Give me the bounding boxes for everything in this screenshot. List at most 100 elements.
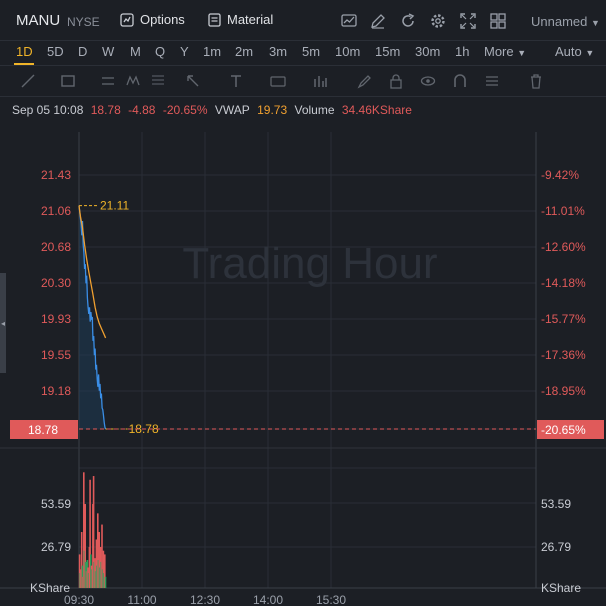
y-tick-right: -14.18% [541, 276, 586, 290]
x-tick: 12:30 [190, 593, 220, 606]
period-selector: 1D 5D D W M Q Y 1m 2m 3m 5m 10m 15m 30m … [0, 41, 606, 65]
chart-watermark: Trading Hour [182, 239, 437, 288]
drawing-toolbar [0, 66, 606, 96]
period-3m[interactable]: 3m [269, 44, 288, 59]
y-tick-right: -18.95% [541, 384, 586, 398]
fibonacci-icon[interactable] [150, 73, 166, 89]
more-periods-dropdown[interactable]: More ▼ [484, 44, 526, 59]
volume-bar [84, 504, 86, 588]
period-30m[interactable]: 30m [415, 44, 441, 59]
rectangle-tool-icon[interactable] [60, 73, 76, 89]
y-tick-right: -11.01% [541, 204, 585, 218]
divider [0, 40, 606, 41]
options-icon [120, 12, 134, 27]
lock-icon[interactable] [388, 73, 404, 89]
period-1h[interactable]: 1h [455, 44, 470, 59]
period-w[interactable]: W [102, 44, 115, 59]
vwap-label: VWAP [214, 103, 250, 117]
more-label: More [484, 44, 514, 59]
text-tool-icon[interactable] [228, 73, 244, 89]
high-marker-label: 21.11 [100, 199, 129, 213]
indicator-chart-icon[interactable] [340, 12, 358, 30]
volume-tick-right: 53.59 [541, 497, 571, 511]
eye-icon[interactable] [420, 73, 436, 89]
period-5d[interactable]: 5D [47, 44, 64, 59]
chevron-down-icon: ▼ [517, 48, 527, 58]
period-1m[interactable]: 1m [203, 44, 222, 59]
divider [0, 65, 606, 66]
quote-datetime: Sep 05 10:08 [12, 103, 84, 117]
chevron-down-icon: ▼ [585, 48, 595, 58]
period-10m[interactable]: 10m [335, 44, 361, 59]
last-pct-tag-bg [537, 420, 604, 439]
divider [0, 96, 606, 97]
scale-mode-dropdown[interactable]: Auto ▼ [555, 44, 594, 59]
y-tick-right: -15.77% [541, 312, 586, 326]
volume-bar [97, 513, 99, 588]
brush-icon[interactable] [356, 73, 372, 89]
symbol-title[interactable]: MANU [16, 12, 61, 29]
quote-info-line: Sep 05 10:08 18.78 -4.88 -20.65% VWAP 19… [12, 103, 416, 117]
volume-label: Volume [294, 103, 335, 117]
volume-unit-right: KShare [541, 581, 581, 595]
volume-bar [92, 476, 95, 588]
y-tick-left: 21.43 [41, 168, 71, 182]
measure-tool-icon[interactable] [312, 73, 328, 89]
volume-bar [101, 524, 103, 588]
y-tick-left: 19.55 [41, 348, 71, 362]
period-d[interactable]: D [78, 44, 88, 59]
volume-bar [95, 539, 98, 588]
last-price-tag: 18.78 [28, 423, 58, 437]
volume-bar [89, 479, 91, 588]
trend-line-icon[interactable] [20, 73, 36, 89]
layout-grid-icon[interactable] [489, 12, 507, 30]
x-tick: 14:00 [253, 593, 283, 606]
drawing-list-icon[interactable] [484, 73, 500, 89]
volume-tick-right: 26.79 [541, 540, 571, 554]
y-tick-left: 19.18 [41, 384, 71, 398]
volume-bar [104, 576, 107, 588]
quote-change-pct: -20.65% [162, 103, 208, 117]
layout-name-label: Unnamed [531, 14, 588, 29]
volume-bar [104, 554, 106, 588]
edit-icon[interactable] [369, 12, 387, 30]
volume-unit-left: KShare [30, 581, 70, 595]
volume-bar [83, 472, 85, 588]
parallel-lines-icon[interactable] [100, 73, 116, 89]
period-1d[interactable]: 1D [16, 44, 33, 59]
sidebar-collapse-handle[interactable] [0, 273, 6, 373]
period-2m[interactable]: 2m [235, 44, 254, 59]
settings-gear-icon[interactable] [429, 12, 447, 30]
volume-bars [78, 472, 107, 588]
quote-change: -4.88 [128, 103, 156, 117]
volume-bar [80, 532, 83, 588]
x-tick: 15:30 [316, 593, 346, 606]
trash-icon[interactable] [528, 73, 544, 89]
y-tick-left: 20.30 [41, 276, 71, 290]
label-tool-icon[interactable] [270, 73, 286, 89]
volume-tick-left: 26.79 [41, 540, 71, 554]
price-line [78, 205, 107, 430]
period-q[interactable]: Q [155, 44, 166, 59]
last-price-tag-bg [10, 420, 78, 439]
period-15m[interactable]: 15m [375, 44, 401, 59]
y-tick-right: -12.60% [541, 240, 586, 254]
period-5m[interactable]: 5m [302, 44, 321, 59]
y-tick-right: -17.36% [541, 348, 586, 362]
period-m[interactable]: M [130, 44, 141, 59]
arrow-tool-icon[interactable] [185, 73, 201, 89]
layout-name-dropdown[interactable]: Unnamed ▼ [531, 14, 600, 29]
pattern-tool-icon[interactable] [125, 73, 141, 89]
material-label: Material [227, 12, 274, 27]
options-label: Options [140, 12, 185, 27]
refresh-icon[interactable] [399, 12, 417, 30]
axis-labels: 21.43 21.06 20.68 20.30 19.93 19.55 19.18 -9.42… [10, 168, 604, 606]
volume-bar [98, 532, 100, 588]
fullscreen-icon[interactable] [459, 12, 477, 30]
material-button[interactable]: Material [208, 12, 273, 27]
period-y[interactable]: Y [180, 44, 189, 59]
options-button[interactable]: Options [120, 12, 185, 27]
magnet-icon[interactable] [452, 73, 468, 89]
